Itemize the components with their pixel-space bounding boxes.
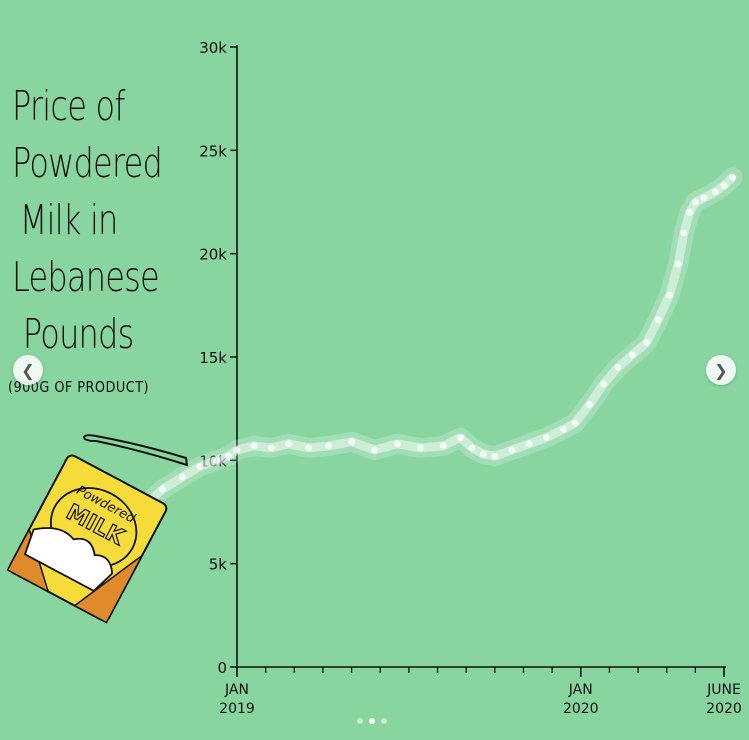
price-point-13 xyxy=(371,446,379,454)
axes xyxy=(235,45,726,669)
price-point-10 xyxy=(305,444,313,452)
x-tick-label-0-line2: 2019 xyxy=(219,701,255,717)
y-tick-label-6: 30k xyxy=(199,39,227,57)
price-point-9 xyxy=(285,440,293,448)
price-point-35 xyxy=(686,208,694,216)
price-point-5 xyxy=(224,452,232,460)
package-pointer-line xyxy=(82,434,189,467)
price-point-3 xyxy=(196,463,204,471)
price-point-40 xyxy=(729,173,737,181)
price-point-6 xyxy=(233,446,241,454)
price-point-28 xyxy=(614,363,622,371)
x-tick-label-2-line1: JUNE xyxy=(706,682,741,698)
tick-marks: 0 5k 10k 15k 20k 25k 30k JAN 2019 JAN 2020 JUNE 2020 xyxy=(199,39,742,717)
price-point-16 xyxy=(439,442,447,450)
carousel-dot-active[interactable] xyxy=(369,718,375,724)
price-point-33 xyxy=(674,260,682,268)
price-point-30 xyxy=(643,339,651,347)
price-point-14 xyxy=(393,440,401,448)
chart-subtitle: (900G OF PRODUCT) xyxy=(8,378,149,396)
carousel-prev-button[interactable]: ❮ xyxy=(13,355,43,385)
price-point-39 xyxy=(720,181,728,189)
price-point-20 xyxy=(491,452,499,460)
y-tick-label-5: 25k xyxy=(199,142,227,160)
price-point-21 xyxy=(508,446,516,454)
title-line-4: Lebanese xyxy=(12,253,160,301)
price-point-29 xyxy=(628,351,636,359)
chevron-left-icon: ❮ xyxy=(21,360,35,380)
price-point-31 xyxy=(654,316,662,324)
price-point-38 xyxy=(711,188,719,196)
price-point-23 xyxy=(542,434,550,442)
price-point-17 xyxy=(456,434,464,442)
price-point-24 xyxy=(560,425,568,433)
price-point-8 xyxy=(267,444,275,452)
title-line-3: Milk in xyxy=(19,196,119,244)
price-point-7 xyxy=(250,442,258,450)
chart-title: Price of Powdered Milk in Lebanese Pound… xyxy=(12,78,182,363)
price-point-4 xyxy=(213,456,221,464)
x-tick-label-1-line2: 2020 xyxy=(563,701,599,717)
y-tick-label-0: 0 xyxy=(217,659,227,677)
price-point-12 xyxy=(348,438,356,446)
x-tick-label-1-line1: JAN xyxy=(568,682,593,698)
price-point-1 xyxy=(159,485,167,493)
carousel-next-button[interactable]: ❯ xyxy=(706,355,736,385)
price-point-26 xyxy=(585,401,593,409)
price-point-36 xyxy=(691,198,699,206)
powdered-milk-package-icon: Powdered MILK xyxy=(6,434,189,624)
x-tick-label-2-line2: 2020 xyxy=(706,701,742,717)
price-point-15 xyxy=(416,444,424,452)
price-point-11 xyxy=(325,442,333,450)
y-tick-label-2: 10k xyxy=(199,452,227,470)
y-tick-label-3: 15k xyxy=(199,349,227,367)
price-point-2 xyxy=(179,473,187,481)
x-tick-label-0-line1: JAN xyxy=(224,682,249,698)
price-point-37 xyxy=(700,194,708,202)
carousel-dots xyxy=(357,718,387,724)
price-point-19 xyxy=(479,450,487,458)
y-tick-label-4: 20k xyxy=(199,246,227,264)
title-line-1: Price of xyxy=(12,82,126,130)
carousel-dot[interactable] xyxy=(381,718,387,724)
price-point-18 xyxy=(468,444,476,452)
price-point-34 xyxy=(680,229,688,237)
price-point-25 xyxy=(571,419,579,427)
carousel-dot[interactable] xyxy=(357,718,363,724)
title-line-5: Pounds xyxy=(22,310,134,358)
price-point-32 xyxy=(666,291,674,299)
title-line-2: Powdered xyxy=(12,139,163,187)
chevron-right-icon: ❯ xyxy=(714,360,728,380)
y-tick-label-1: 5k xyxy=(209,556,228,574)
price-series xyxy=(135,167,743,516)
price-point-27 xyxy=(600,380,608,388)
price-point-22 xyxy=(525,440,533,448)
